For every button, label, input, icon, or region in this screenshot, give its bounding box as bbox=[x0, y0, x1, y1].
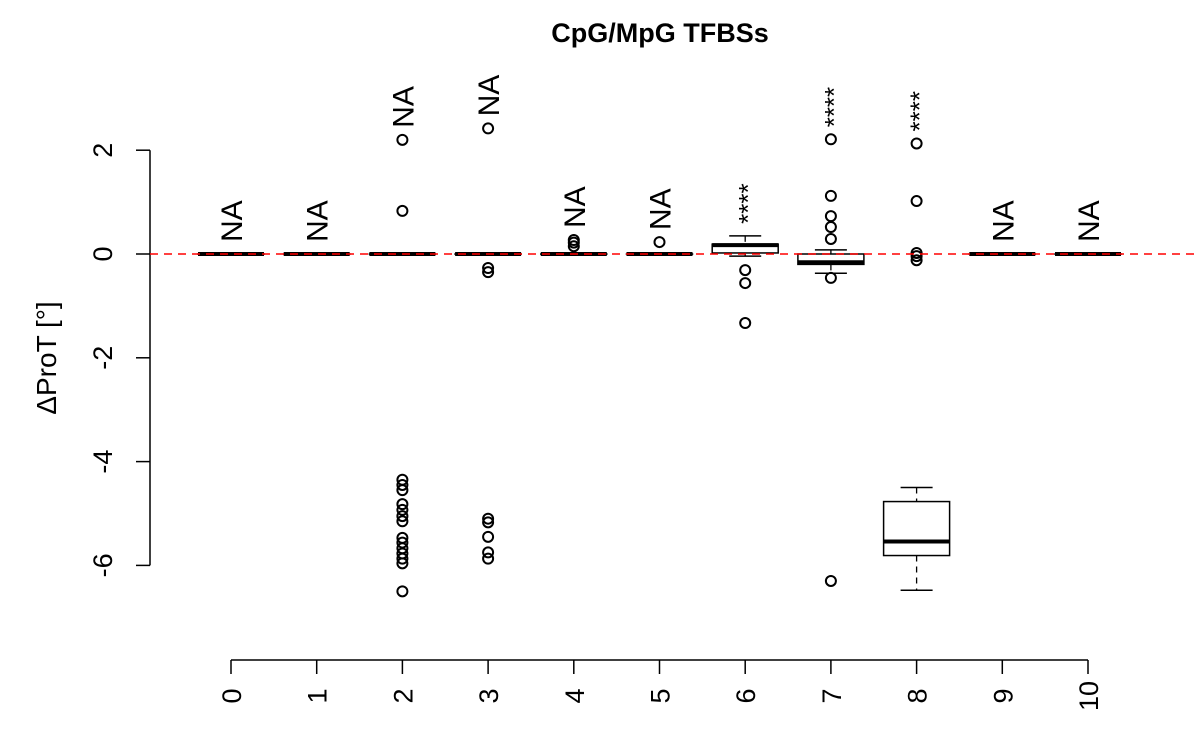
boxes bbox=[197, 122, 1122, 598]
outlier-point bbox=[824, 133, 837, 146]
outlier-point bbox=[396, 510, 409, 523]
significance-label: NA bbox=[645, 188, 678, 230]
outlier-point bbox=[396, 585, 409, 598]
x-tick-label: 0 bbox=[217, 688, 247, 703]
outlier-point bbox=[482, 262, 495, 275]
annotations: NA NA NA NA NA NA **** **** **** NA NA bbox=[216, 75, 1106, 242]
y-tick-label: -6 bbox=[88, 553, 118, 577]
significance-label: NA bbox=[559, 186, 592, 228]
outlier-point bbox=[739, 277, 752, 290]
outlier-point bbox=[396, 478, 409, 491]
y-tick-label: -4 bbox=[88, 450, 118, 474]
outlier-point bbox=[396, 557, 409, 570]
outlier-point bbox=[396, 204, 409, 217]
outlier-point bbox=[482, 122, 495, 135]
x-tick-label: 3 bbox=[474, 688, 504, 703]
significance-label: NA bbox=[987, 200, 1020, 242]
outlier-point bbox=[910, 250, 923, 263]
y-tick-label: -2 bbox=[88, 346, 118, 370]
x-tick-label: 2 bbox=[388, 688, 418, 703]
significance-label: NA bbox=[1073, 200, 1106, 242]
outlier-point bbox=[824, 232, 837, 245]
significance-label: **** bbox=[819, 87, 849, 127]
outlier-point bbox=[482, 266, 495, 279]
significance-label: NA bbox=[216, 200, 249, 242]
y-tick-label: 0 bbox=[88, 246, 118, 261]
outlier-point bbox=[824, 574, 837, 587]
box bbox=[882, 500, 951, 557]
x-tick-label: 8 bbox=[903, 688, 933, 703]
outlier-point bbox=[482, 512, 495, 525]
significance-label: NA bbox=[387, 86, 420, 128]
outlier-point bbox=[396, 484, 409, 497]
outlier-point bbox=[482, 552, 495, 565]
outlier-point bbox=[567, 240, 580, 253]
outlier-point bbox=[482, 530, 495, 543]
x-tick-label: 9 bbox=[988, 688, 1018, 703]
outlier-point bbox=[396, 503, 409, 516]
outlier-point bbox=[567, 233, 580, 246]
x-tick-label: 4 bbox=[560, 688, 590, 703]
significance-label: NA bbox=[473, 75, 506, 117]
outlier-point bbox=[910, 137, 923, 150]
x-axis: 0 1 2 3 4 5 6 7 8 9 10 bbox=[217, 659, 1104, 711]
x-tick-label: 1 bbox=[303, 688, 333, 703]
y-axis: -6 -4 -2 0 2 bbox=[88, 143, 151, 577]
y-tick-label: 2 bbox=[88, 143, 118, 158]
outlier-point bbox=[824, 271, 837, 284]
chart-title: CpG/MpG TFBSs bbox=[551, 18, 769, 48]
outlier-point bbox=[482, 546, 495, 559]
x-tick-label: 7 bbox=[817, 688, 847, 703]
outlier-point bbox=[910, 195, 923, 208]
outlier-point bbox=[653, 236, 666, 249]
outlier-point bbox=[482, 516, 495, 529]
significance-label: NA bbox=[302, 200, 335, 242]
outlier-point bbox=[824, 189, 837, 202]
outlier-point bbox=[396, 133, 409, 146]
x-tick-label: 10 bbox=[1074, 681, 1104, 711]
x-tick-label: 5 bbox=[646, 688, 676, 703]
significance-label: **** bbox=[733, 183, 763, 223]
outlier-point bbox=[910, 254, 923, 267]
outlier-point bbox=[739, 264, 752, 277]
outlier-point bbox=[396, 552, 409, 565]
outlier-point bbox=[824, 210, 837, 223]
significance-label: **** bbox=[905, 91, 935, 131]
outlier-point bbox=[396, 498, 409, 511]
box bbox=[797, 253, 865, 266]
x-tick-label: 6 bbox=[731, 688, 761, 703]
y-axis-label: ΔProT [°] bbox=[31, 301, 62, 414]
outlier-point bbox=[824, 221, 837, 234]
outlier-point bbox=[739, 317, 752, 330]
outlier-point bbox=[396, 515, 409, 528]
